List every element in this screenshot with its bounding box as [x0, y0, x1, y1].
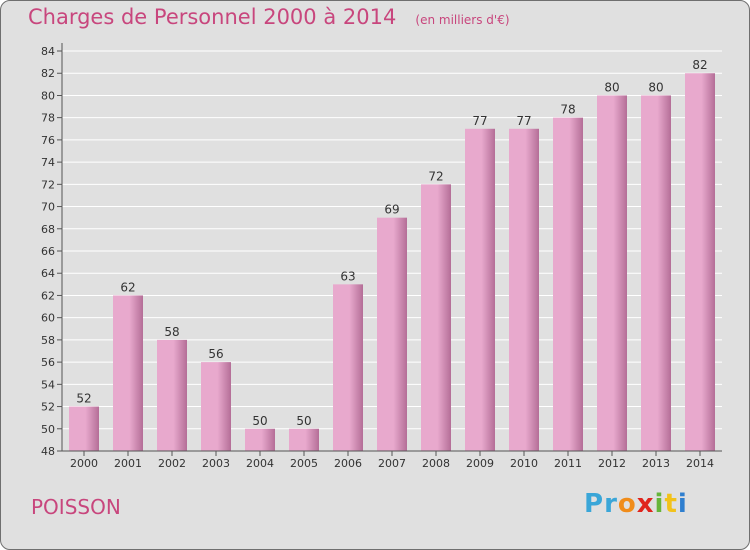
logo-letter: i [677, 489, 688, 519]
bar [641, 95, 671, 451]
logo-letter: r [604, 489, 618, 519]
logo-letter: o [617, 489, 637, 519]
y-tick-label: 74 [41, 156, 55, 169]
bar [113, 295, 143, 451]
y-tick-label: 50 [41, 423, 55, 436]
bar [553, 117, 583, 452]
y-tick-label: 68 [41, 223, 55, 236]
bar [333, 284, 363, 451]
chart-subtitle: (en milliers d'€) [415, 13, 510, 27]
x-tick-label: 2014 [686, 457, 714, 470]
data-label: 50 [296, 414, 311, 428]
y-tick-label: 64 [41, 267, 55, 280]
x-tick-label: 2006 [334, 457, 362, 470]
data-label: 50 [252, 414, 267, 428]
data-label: 80 [604, 80, 619, 94]
bar [509, 128, 539, 451]
x-tick-label: 2001 [114, 457, 142, 470]
x-tick-label: 2005 [290, 457, 318, 470]
x-tick-label: 2010 [510, 457, 538, 470]
x-tick-label: 2000 [70, 457, 98, 470]
data-label: 52 [76, 392, 91, 406]
labels: 48 50 52 54 56 58 60 62 64 66 68 70 72 74 76 78 80 82 84 52… [41, 45, 714, 470]
x-tick-label: 2011 [554, 457, 582, 470]
commune-name: POISSON [31, 495, 121, 519]
y-tick-label: 66 [41, 245, 55, 258]
y-tick-label: 76 [41, 134, 55, 147]
y-tick-label: 54 [41, 378, 55, 391]
data-label: 77 [516, 114, 531, 128]
y-tick-label: 72 [41, 178, 55, 191]
y-tick-label: 56 [41, 356, 55, 369]
y-tick-label: 80 [41, 89, 55, 102]
title-row: Charges de Personnel 2000 à 2014 (en mil… [28, 5, 510, 29]
data-label: 78 [560, 103, 575, 117]
x-tick-label: 2013 [642, 457, 670, 470]
x-tick-label: 2008 [422, 457, 450, 470]
bar [69, 406, 99, 451]
bar [245, 428, 275, 451]
y-tick-label: 78 [41, 112, 55, 125]
bar [421, 184, 451, 452]
y-tick-label: 70 [41, 201, 55, 214]
bar [289, 428, 319, 451]
bar [157, 339, 187, 451]
logo-letter: t [664, 489, 678, 519]
x-tick-label: 2004 [246, 457, 274, 470]
data-label: 77 [472, 114, 487, 128]
data-label: 82 [692, 58, 707, 72]
data-label: 62 [120, 280, 135, 294]
chart-title: Charges de Personnel 2000 à 2014 [28, 5, 397, 29]
bar [201, 362, 231, 451]
bars [69, 73, 715, 452]
y-tick-label: 48 [41, 445, 55, 458]
data-label: 72 [428, 169, 443, 183]
x-tick-label: 2003 [202, 457, 230, 470]
bar [685, 73, 715, 451]
y-tick-label: 62 [41, 289, 55, 302]
x-tick-label: 2007 [378, 457, 406, 470]
logo-letter: x [636, 489, 655, 519]
axes [57, 43, 722, 456]
bar [465, 128, 495, 451]
data-label: 58 [164, 325, 179, 339]
data-label: 56 [208, 347, 223, 361]
y-tick-label: 82 [41, 67, 55, 80]
x-tick-label: 2009 [466, 457, 494, 470]
y-tick-label: 84 [41, 45, 55, 58]
logo-letter: P [584, 489, 605, 519]
x-tick-label: 2012 [598, 457, 626, 470]
data-label: 80 [648, 80, 663, 94]
data-label: 63 [340, 269, 355, 283]
y-tick-label: 58 [41, 334, 55, 347]
bar [377, 217, 407, 451]
logo-letter: i [654, 489, 665, 519]
x-tick-label: 2002 [158, 457, 186, 470]
data-label: 69 [384, 203, 399, 217]
y-tick-label: 52 [41, 401, 55, 414]
y-tick-label: 60 [41, 312, 55, 325]
proxiti-logo: Proxiti [584, 489, 688, 519]
bar [597, 95, 627, 451]
